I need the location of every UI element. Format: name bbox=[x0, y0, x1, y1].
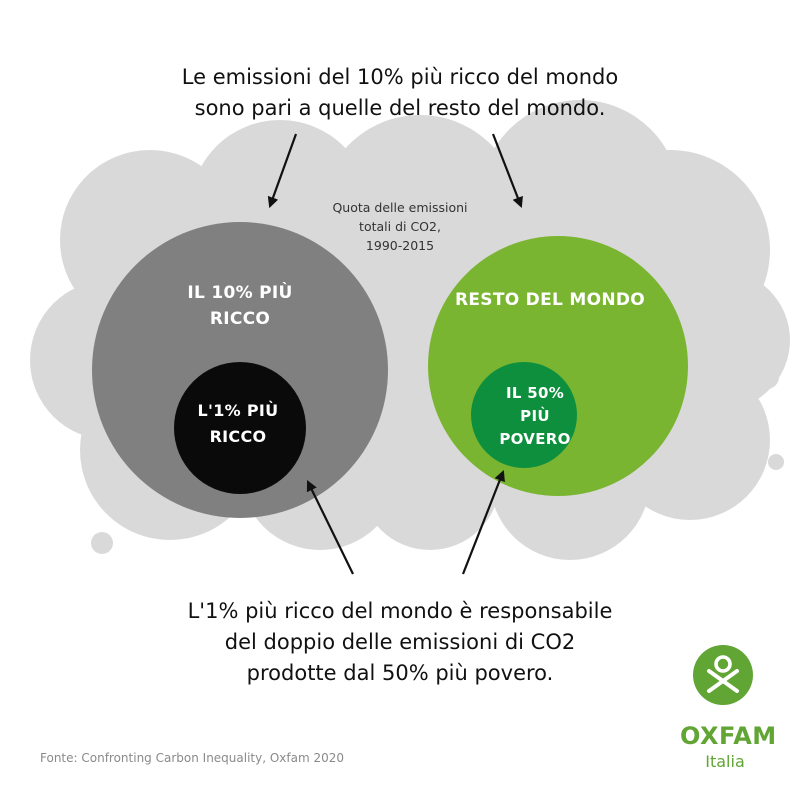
top1-circle bbox=[174, 362, 306, 494]
chart-subtitle: Quota delle emissioni totali di CO2, 199… bbox=[300, 198, 500, 255]
brand-name: OXFAM bbox=[680, 722, 777, 750]
bottom50-label-line: PIÙ bbox=[520, 407, 550, 425]
headline-line: del doppio delle emissioni di CO2 bbox=[224, 630, 576, 654]
bottom50-label: IL 50% PIÙ POVERO bbox=[480, 382, 590, 451]
top10-label-line: RICCO bbox=[209, 309, 271, 329]
headline-line: L'1% più ricco del mondo è responsabile bbox=[187, 599, 613, 623]
top1-label-line: RICCO bbox=[209, 427, 267, 446]
headline-line: prodotte dal 50% più povero. bbox=[246, 661, 554, 685]
rest-label: RESTO DEL MONDO bbox=[430, 287, 670, 313]
top1-label-line: L'1% PIÙ bbox=[197, 401, 279, 420]
top-headline: Le emissioni del 10% più ricco del mondo… bbox=[0, 62, 800, 124]
subtitle-line: totali di CO2, bbox=[359, 219, 441, 234]
bottom50-circle bbox=[471, 362, 577, 468]
top10-label-line: IL 10% PIÙ bbox=[187, 283, 293, 303]
bottom-headline: L'1% più ricco del mondo è responsabile … bbox=[0, 596, 800, 689]
headline-line: Le emissioni del 10% più ricco del mondo bbox=[181, 65, 619, 89]
rest-label-line: RESTO DEL MONDO bbox=[454, 290, 646, 310]
arrow-icon bbox=[491, 133, 523, 209]
bottom50-label-line: POVERO bbox=[499, 430, 571, 448]
headline-line: sono pari a quelle del resto del mondo. bbox=[194, 96, 606, 120]
arrow-icon bbox=[306, 480, 354, 575]
brand-subtitle: Italia bbox=[705, 752, 745, 771]
arrow-icon bbox=[461, 469, 505, 575]
source-note: Fonte: Confronting Carbon Inequality, Ox… bbox=[40, 751, 345, 765]
subtitle-line: Quota delle emissioni bbox=[332, 200, 468, 215]
subtitle-line: 1990-2015 bbox=[365, 238, 435, 253]
arrow-icon bbox=[267, 133, 298, 209]
bottom50-label-line: IL 50% bbox=[505, 384, 565, 402]
top1-label: L'1% PIÙ RICCO bbox=[188, 398, 288, 450]
top10-label: IL 10% PIÙ RICCO bbox=[140, 280, 340, 332]
rest-circle bbox=[428, 236, 688, 496]
oxfam-logo-icon bbox=[693, 645, 753, 705]
